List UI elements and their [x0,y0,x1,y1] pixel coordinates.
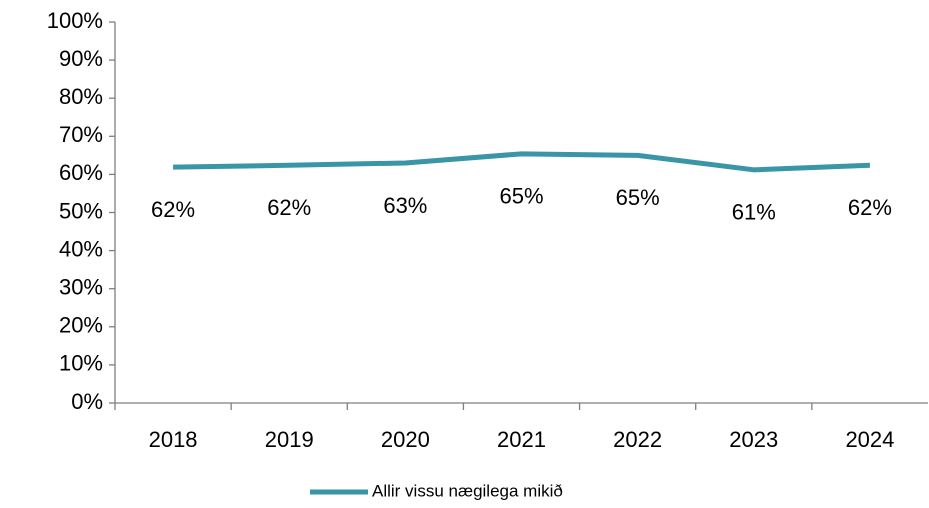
y-tick-label: 40% [59,236,103,261]
y-tick-label: 20% [59,313,103,338]
x-tick-label: 2019 [265,427,314,452]
y-tick-label: 70% [59,122,103,147]
y-tick-label: 90% [59,46,103,71]
y-tick-label: 80% [59,84,103,109]
x-tick-label: 2023 [729,427,778,452]
data-label: 63% [383,193,427,218]
data-label: 65% [499,184,543,209]
data-label: 62% [848,195,892,220]
x-tick-label: 2021 [497,427,546,452]
x-tick-label: 2024 [845,427,894,452]
legend-label: Allir vissu nægilega mikið [372,481,563,500]
data-label: 61% [732,200,776,225]
data-label: 62% [151,197,195,222]
y-tick-label: 50% [59,198,103,223]
y-tick-label: 60% [59,160,103,185]
data-label: 65% [616,185,660,210]
y-tick-label: 30% [59,275,103,300]
y-tick-label: 10% [59,351,103,376]
series-line [173,151,871,173]
y-tick-label: 100% [47,8,103,33]
x-tick-label: 2018 [149,427,198,452]
y-tick-label: 0% [71,389,103,414]
x-tick-label: 2022 [613,427,662,452]
data-label: 62% [267,195,311,220]
x-tick-label: 2020 [381,427,430,452]
